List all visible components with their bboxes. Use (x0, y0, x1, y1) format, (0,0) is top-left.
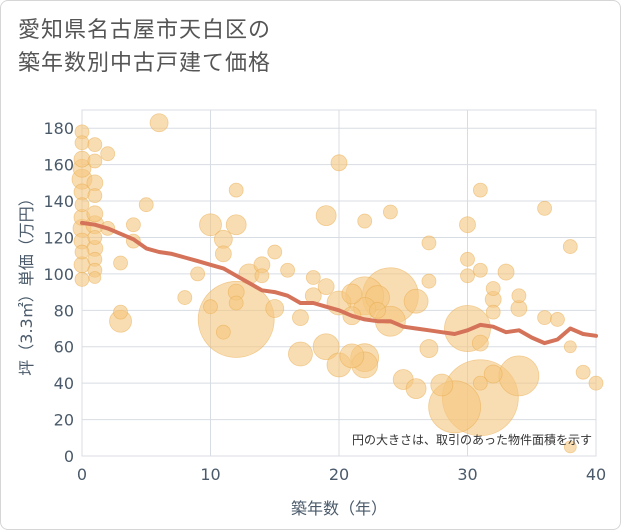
bubble-point-89 (421, 273, 437, 289)
bubble-point-77 (190, 266, 206, 282)
bubble-point-100 (550, 312, 565, 327)
bubble-point-82 (254, 268, 270, 284)
bubble-point-5 (498, 355, 540, 397)
y-tick-label-5: 100 (43, 265, 74, 284)
bubble-point-31 (149, 113, 169, 133)
bubble-point-9 (312, 333, 340, 361)
y-tick-label-3: 60 (54, 338, 74, 357)
bubble-point-53 (459, 216, 476, 234)
bubble-point-99 (537, 310, 552, 326)
bubble-point-18 (199, 213, 222, 237)
bubble-point-83 (267, 244, 283, 260)
title-line-1: 愛知県名古屋市天白区の (18, 18, 272, 43)
bubble-point-71 (113, 255, 128, 271)
bubble-point-16 (403, 288, 429, 314)
x-tick-labels: 0 10 20 30 40 (77, 465, 606, 484)
trend-line (80, 220, 598, 346)
bubble-point-73 (125, 217, 141, 233)
chart-title: 愛知県名古屋市天白区の 築年数別中古戸建て価格 (18, 14, 271, 80)
y-tick-label-4: 80 (54, 301, 74, 320)
bubbles (71, 113, 604, 454)
bubble-point-65 (87, 188, 103, 203)
bubble-point-27 (405, 378, 427, 400)
y-tick-label-7: 140 (43, 192, 74, 211)
bubble-point-56 (497, 263, 515, 281)
bubble-point-90 (460, 251, 475, 267)
x-tick-label-4: 40 (586, 465, 606, 484)
bubble-point-51 (330, 154, 348, 172)
bubble-point-96 (485, 304, 501, 320)
bubble-point-48 (292, 309, 309, 327)
y-tick-label-1: 20 (54, 411, 74, 430)
bubble-point-63 (87, 137, 103, 153)
bubble-point-97 (511, 288, 527, 304)
bubble-point-64 (87, 153, 103, 169)
bubble-point-94 (472, 375, 488, 391)
bubble-point-103 (588, 375, 604, 391)
bubble-point-25 (341, 283, 363, 305)
bubble-point-105 (563, 340, 577, 354)
bubble-point-72 (113, 304, 128, 320)
bubble-point-20 (430, 373, 454, 397)
y-tick-label-8: 160 (43, 156, 74, 175)
bubble-point-54 (471, 334, 489, 352)
y-axis-label: 坪（3.3㎡）単価（万円） (17, 190, 36, 375)
bubble-point-76 (177, 290, 193, 305)
bubble-point-62 (74, 271, 90, 287)
size-note: 円の大きさは、取引のあった物件面積を示す (352, 432, 592, 447)
bubble-point-95 (485, 281, 501, 296)
bubble-point-52 (369, 301, 386, 319)
y-tick-label-9: 180 (43, 119, 74, 138)
bubble-point-43 (86, 205, 104, 223)
bubble-point-33 (265, 299, 285, 318)
x-axis-label: 築年数（年） (291, 499, 387, 518)
bubble-point-104 (88, 271, 102, 284)
bubble-point-86 (357, 213, 373, 229)
bubble-point-79 (215, 324, 231, 340)
bubble-point-50 (317, 278, 335, 296)
bubble-point-101 (562, 239, 578, 254)
bubble-point-66 (87, 230, 103, 245)
bubble-point-35 (419, 339, 439, 358)
y-tick-label-0: 0 (64, 447, 74, 466)
bubble-point-102 (575, 364, 591, 380)
bubble-point-36 (483, 364, 503, 384)
bubble-point-0 (197, 281, 275, 358)
bubble-point-85 (305, 270, 321, 285)
x-tick-label-1: 10 (200, 465, 220, 484)
bubble-point-91 (460, 268, 475, 284)
bubble-point-69 (100, 146, 116, 162)
bubble-point-87 (382, 204, 398, 220)
bubble-point-61 (74, 244, 90, 260)
bubble-point-24 (315, 205, 337, 227)
bubble-point-78 (203, 299, 218, 315)
bubble-point-45 (214, 245, 232, 263)
bubble-point-88 (421, 235, 437, 251)
title-line-2: 築年数別中古戸建て価格 (18, 51, 272, 76)
x-tick-label-3: 30 (457, 465, 477, 484)
bubble-point-60 (74, 197, 90, 213)
trend-line-group (80, 220, 598, 346)
bubble-point-37 (73, 150, 91, 168)
x-tick-label-0: 0 (77, 465, 87, 484)
bubble-point-59 (74, 135, 90, 151)
y-tick-label-2: 40 (54, 374, 74, 393)
x-tick-label-2: 20 (329, 465, 349, 484)
y-tick-label-6: 120 (43, 228, 74, 247)
bubble-point-75 (138, 197, 154, 213)
bubble-point-106 (563, 440, 577, 454)
bubble-point-92 (472, 182, 488, 198)
y-tick-labels: 0 20 40 60 80 100 120 140 160 180 (43, 119, 74, 466)
bubble-point-11 (288, 341, 313, 367)
bubble-point-80 (228, 182, 244, 198)
bubble-point-14 (339, 343, 365, 369)
bubble-point-93 (472, 262, 488, 278)
bubble-point-98 (537, 200, 552, 216)
bubble-point-22 (225, 214, 247, 236)
bubble-point-81 (228, 295, 244, 311)
bubble-point-84 (280, 262, 296, 278)
